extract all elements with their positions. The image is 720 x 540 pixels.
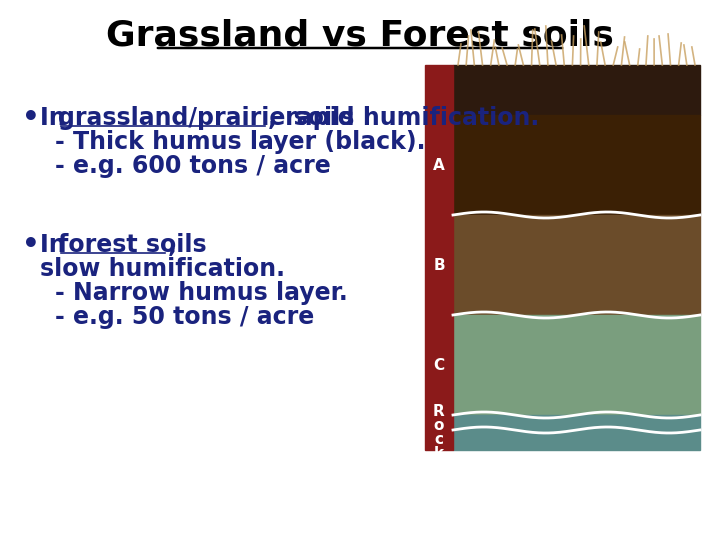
Text: - e.g. 50 tons / acre: - e.g. 50 tons / acre: [55, 305, 314, 329]
Text: slow humification.: slow humification.: [40, 257, 285, 281]
Text: •: •: [22, 231, 40, 259]
Bar: [453, 215, 700, 315]
Text: - e.g. 600 tons / acre: - e.g. 600 tons / acre: [55, 154, 330, 178]
Bar: [453, 315, 700, 415]
Bar: [425, 65, 453, 450]
Text: In: In: [40, 233, 74, 257]
Bar: [453, 415, 700, 450]
Text: forest soils: forest soils: [58, 233, 207, 257]
Text: •: •: [22, 104, 40, 132]
Bar: [453, 115, 700, 215]
Text: - Narrow humus layer.: - Narrow humus layer.: [55, 281, 348, 305]
Text: In: In: [40, 106, 74, 130]
Text: - Thick humus layer (black).: - Thick humus layer (black).: [55, 130, 426, 154]
Text: Grassland vs Forest soils: Grassland vs Forest soils: [106, 18, 614, 52]
Text: grassland/prairie soils: grassland/prairie soils: [58, 106, 354, 130]
Text: C: C: [433, 357, 444, 373]
Bar: [453, 65, 700, 115]
Text: R: R: [433, 404, 445, 419]
Text: o: o: [434, 418, 444, 433]
Text: , rapid humification.: , rapid humification.: [268, 106, 539, 130]
Text: c: c: [434, 432, 444, 447]
Text: k: k: [434, 446, 444, 461]
Text: ,: ,: [168, 233, 177, 257]
Text: A: A: [433, 158, 445, 172]
Text: B: B: [433, 258, 445, 273]
